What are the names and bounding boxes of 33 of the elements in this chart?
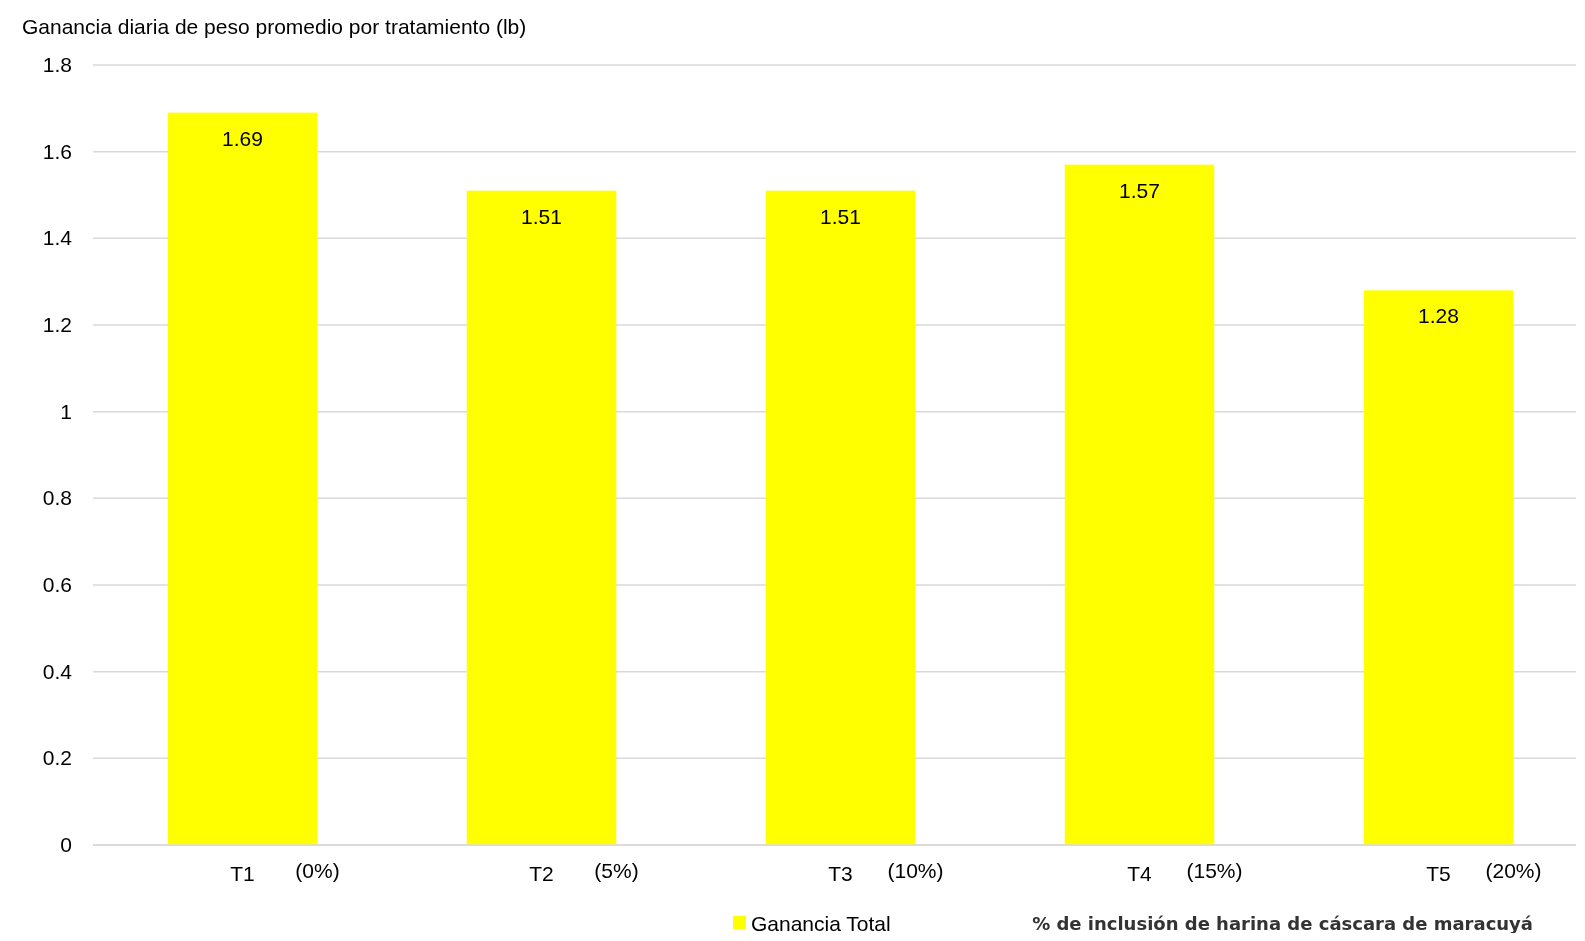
text: (20%) — [1485, 859, 1542, 882]
y-tick-label: 1.4 — [42, 226, 73, 250]
y-tick-label: 1.6 — [42, 139, 72, 163]
y-tick-label: 1 — [60, 399, 72, 423]
x-axis-title: % de inclusión de harina de cáscara de maracuyá — [1032, 913, 1533, 934]
data-label: 1.28 — [1418, 304, 1459, 328]
y-tick-label: 0.6 — [42, 573, 72, 596]
data-label: 1.57 — [1119, 178, 1160, 202]
bar — [1064, 164, 1215, 845]
y-tick-label: 0.8 — [42, 486, 72, 510]
bar — [1363, 290, 1514, 845]
y-tick-label: 0.2 — [42, 746, 72, 770]
data-label: 1.69 — [222, 126, 263, 150]
legend-label: Ganancia Total — [751, 912, 891, 935]
x-tick-label: T2 — [529, 862, 554, 885]
x-tick-label: T5 — [1426, 862, 1451, 885]
bar — [466, 190, 617, 845]
data-label: 1.51 — [521, 204, 562, 228]
data-label: 1.51 — [820, 204, 861, 228]
text: (15%) — [1186, 859, 1243, 882]
bar — [167, 112, 318, 845]
y-tick-label: 0 — [60, 833, 72, 856]
y-tick-label: 1.8 — [42, 53, 72, 76]
text: (10%) — [887, 859, 944, 882]
x-tick-label: T3 — [828, 862, 853, 885]
x-tick-label: T4 — [1127, 862, 1153, 885]
y-tick-label: 1.2 — [42, 313, 72, 336]
text: (0%) — [295, 859, 340, 882]
chart-title: Ganancia diaria de peso promedio por tratamiento (lb) — [22, 15, 527, 38]
text: (5%) — [594, 859, 639, 882]
y-tick-label: 0.4 — [42, 659, 73, 683]
bar — [765, 190, 916, 845]
x-tick-label: T1 — [230, 862, 255, 885]
